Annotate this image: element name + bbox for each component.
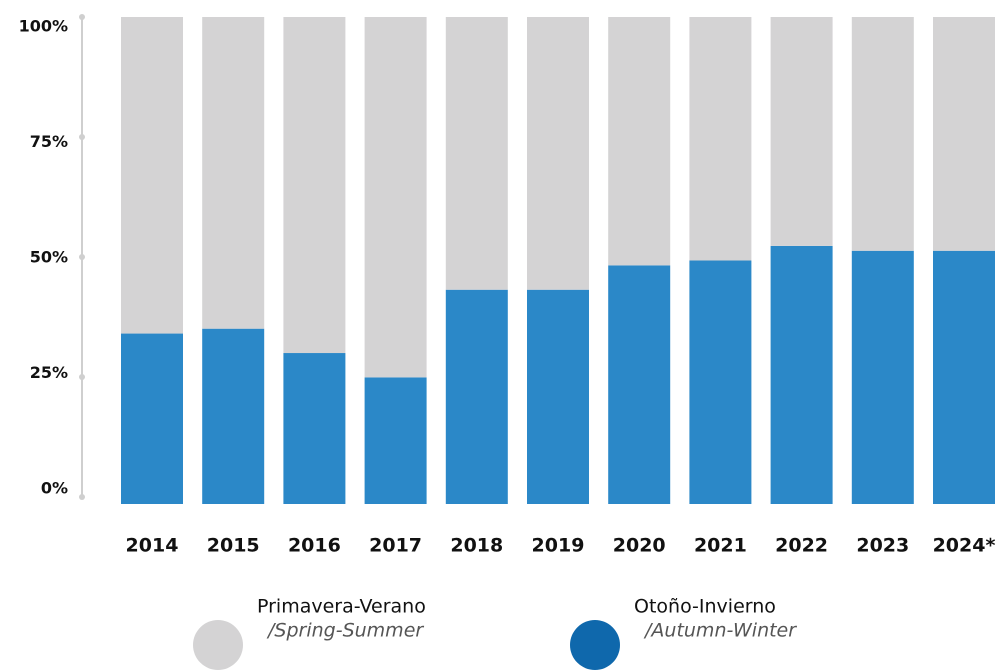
- x-tick-label: 2015: [207, 535, 260, 557]
- bar-segment: [608, 17, 671, 266]
- bar-segment: [445, 289, 508, 504]
- bar-segment: [364, 377, 427, 504]
- x-tick-label: 2022: [775, 535, 828, 557]
- bar-segment: [851, 250, 914, 504]
- bar-segment: [527, 289, 589, 504]
- tick-mark: [79, 14, 85, 20]
- bar-segment: [689, 17, 752, 261]
- legend-label: Primavera-Verano: [257, 596, 426, 618]
- bar-segment: [121, 17, 183, 334]
- y-tick-label: 75%: [30, 132, 68, 151]
- bar-segment: [933, 250, 995, 504]
- bar-segment: [933, 17, 995, 251]
- bar-segment: [527, 17, 589, 290]
- x-tick-label: 2023: [856, 535, 909, 557]
- tick-mark: [79, 494, 85, 500]
- bar-segment: [364, 17, 427, 378]
- bar-segment: [121, 333, 183, 504]
- legend-sublabel: /Spring-Summer: [266, 620, 424, 642]
- tick-mark: [79, 254, 85, 260]
- bar-segment: [445, 17, 508, 290]
- tick-mark: [79, 134, 85, 140]
- y-tick-label: 100%: [19, 17, 68, 36]
- bar-segment: [202, 328, 265, 504]
- legend-swatch: [193, 620, 243, 670]
- y-tick-label: 0%: [41, 479, 68, 498]
- bar-segment: [202, 17, 265, 329]
- y-tick-label: 50%: [30, 248, 68, 267]
- bar-segment: [689, 260, 752, 504]
- x-tick-label: 2024*: [933, 535, 996, 557]
- legend-label: Otoño-Invierno: [634, 596, 776, 618]
- x-tick-label: 2018: [450, 535, 503, 557]
- x-tick-label: 2020: [613, 535, 666, 557]
- bar-segment: [770, 245, 833, 504]
- x-tick-label: 2014: [126, 535, 179, 557]
- x-tick-label: 2019: [532, 535, 585, 557]
- bar-segment: [770, 17, 833, 246]
- bar-segment: [851, 17, 914, 251]
- legend-swatch: [570, 620, 620, 670]
- x-tick-label: 2016: [288, 535, 341, 557]
- bar-segment: [283, 353, 346, 504]
- tick-mark: [79, 374, 85, 380]
- x-tick-label: 2017: [369, 535, 422, 557]
- bar-segment: [283, 17, 346, 354]
- y-tick-label: 25%: [30, 363, 68, 382]
- bar-segment: [608, 265, 671, 504]
- legend-sublabel: /Autumn-Winter: [643, 620, 797, 642]
- x-tick-label: 2021: [694, 535, 747, 557]
